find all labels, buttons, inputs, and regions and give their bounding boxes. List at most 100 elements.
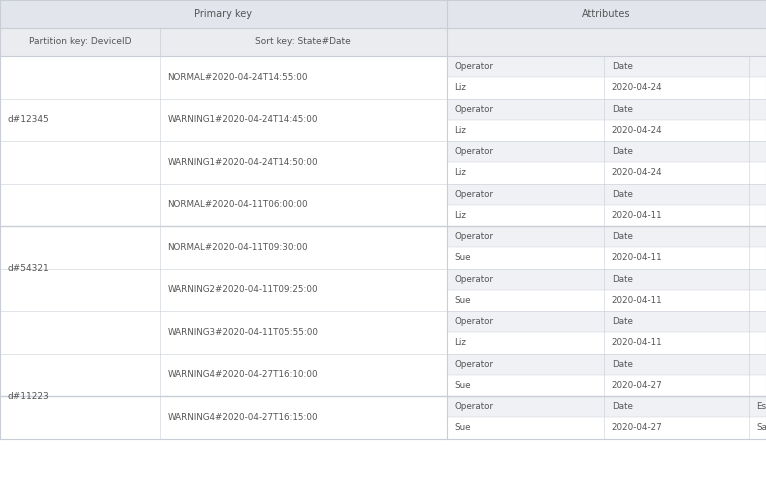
Bar bbox=[749, 205, 766, 226]
Text: Liz: Liz bbox=[455, 84, 466, 92]
Text: Date: Date bbox=[611, 190, 633, 199]
Bar bbox=[447, 141, 604, 162]
Bar bbox=[604, 247, 749, 269]
Text: WARNING1#2020-04-24T14:45:00: WARNING1#2020-04-24T14:45:00 bbox=[168, 115, 318, 124]
Bar bbox=[0, 28, 159, 56]
Bar bbox=[447, 417, 604, 439]
Text: Sort key: State#Date: Sort key: State#Date bbox=[256, 37, 351, 46]
Bar bbox=[447, 77, 604, 99]
Bar bbox=[749, 311, 766, 332]
Text: Date: Date bbox=[611, 147, 633, 156]
Bar bbox=[447, 0, 766, 28]
Bar bbox=[0, 354, 159, 439]
Text: 2020-04-11: 2020-04-11 bbox=[611, 211, 663, 220]
Text: d#11223: d#11223 bbox=[8, 392, 50, 400]
Bar bbox=[604, 269, 749, 290]
Text: Attributes: Attributes bbox=[582, 9, 630, 19]
Bar bbox=[0, 0, 447, 28]
Text: Primary key: Primary key bbox=[195, 9, 253, 19]
Bar bbox=[447, 120, 604, 141]
Text: EscalatedTo: EscalatedTo bbox=[757, 402, 766, 411]
Bar bbox=[604, 396, 749, 417]
Text: 2020-04-27: 2020-04-27 bbox=[611, 381, 663, 390]
Bar bbox=[447, 56, 604, 77]
Text: Date: Date bbox=[611, 275, 633, 284]
Bar bbox=[159, 269, 447, 311]
Bar bbox=[447, 184, 604, 205]
Bar bbox=[749, 184, 766, 205]
Bar bbox=[159, 28, 447, 56]
Bar bbox=[447, 375, 604, 396]
Bar bbox=[604, 184, 749, 205]
Text: Date: Date bbox=[611, 62, 633, 71]
Text: Operator: Operator bbox=[455, 62, 494, 71]
Bar bbox=[0, 56, 159, 184]
Text: Date: Date bbox=[611, 402, 633, 411]
Bar bbox=[447, 226, 604, 247]
Text: WARNING2#2020-04-11T09:25:00: WARNING2#2020-04-11T09:25:00 bbox=[168, 285, 318, 294]
Bar bbox=[604, 311, 749, 332]
Text: 2020-04-11: 2020-04-11 bbox=[611, 339, 663, 347]
Text: Operator: Operator bbox=[455, 232, 494, 241]
Text: Date: Date bbox=[611, 232, 633, 241]
Bar bbox=[447, 28, 766, 56]
Bar bbox=[749, 99, 766, 120]
Bar bbox=[604, 56, 749, 77]
Bar bbox=[604, 417, 749, 439]
Bar bbox=[749, 354, 766, 375]
Text: Date: Date bbox=[611, 360, 633, 369]
Bar bbox=[749, 417, 766, 439]
Bar bbox=[604, 162, 749, 184]
Text: d#54321: d#54321 bbox=[8, 264, 50, 273]
Bar bbox=[159, 184, 447, 226]
Text: Operator: Operator bbox=[455, 402, 494, 411]
Text: Sue: Sue bbox=[455, 381, 471, 390]
Bar bbox=[604, 205, 749, 226]
Bar bbox=[159, 354, 447, 396]
Bar bbox=[749, 332, 766, 354]
Text: Sara: Sara bbox=[757, 424, 766, 432]
Bar bbox=[447, 332, 604, 354]
Text: Date: Date bbox=[611, 317, 633, 326]
Text: 2020-04-24: 2020-04-24 bbox=[611, 169, 663, 177]
Text: 2020-04-24: 2020-04-24 bbox=[611, 126, 663, 135]
Bar bbox=[159, 226, 447, 269]
Bar bbox=[749, 247, 766, 269]
Text: Operator: Operator bbox=[455, 147, 494, 156]
Text: Liz: Liz bbox=[455, 169, 466, 177]
Bar bbox=[604, 332, 749, 354]
Bar bbox=[447, 354, 604, 375]
Bar bbox=[604, 141, 749, 162]
Text: Liz: Liz bbox=[455, 211, 466, 220]
Bar bbox=[447, 99, 604, 120]
Bar bbox=[447, 311, 604, 332]
Bar bbox=[604, 226, 749, 247]
Bar bbox=[749, 269, 766, 290]
Text: 2020-04-11: 2020-04-11 bbox=[611, 254, 663, 262]
Bar bbox=[749, 77, 766, 99]
Bar bbox=[749, 141, 766, 162]
Bar bbox=[159, 396, 447, 439]
Text: Sue: Sue bbox=[455, 296, 471, 305]
Bar bbox=[749, 290, 766, 311]
Bar bbox=[749, 56, 766, 77]
Bar bbox=[159, 311, 447, 354]
Text: Date: Date bbox=[611, 105, 633, 114]
Bar bbox=[447, 396, 604, 417]
Text: 2020-04-27: 2020-04-27 bbox=[611, 424, 663, 432]
Text: Operator: Operator bbox=[455, 190, 494, 199]
Text: WARNING1#2020-04-24T14:50:00: WARNING1#2020-04-24T14:50:00 bbox=[168, 158, 318, 167]
Text: Operator: Operator bbox=[455, 360, 494, 369]
Text: NORMAL#2020-04-11T06:00:00: NORMAL#2020-04-11T06:00:00 bbox=[168, 200, 308, 209]
Bar bbox=[447, 269, 604, 290]
Bar bbox=[749, 162, 766, 184]
Text: NORMAL#2020-04-24T14:55:00: NORMAL#2020-04-24T14:55:00 bbox=[168, 73, 308, 82]
Bar bbox=[447, 290, 604, 311]
Bar bbox=[604, 290, 749, 311]
Text: d#12345: d#12345 bbox=[8, 115, 50, 124]
Text: Partition key: DeviceID: Partition key: DeviceID bbox=[28, 37, 131, 46]
Text: Operator: Operator bbox=[455, 317, 494, 326]
Bar bbox=[159, 56, 447, 99]
Bar bbox=[447, 205, 604, 226]
Text: Sue: Sue bbox=[455, 254, 471, 262]
